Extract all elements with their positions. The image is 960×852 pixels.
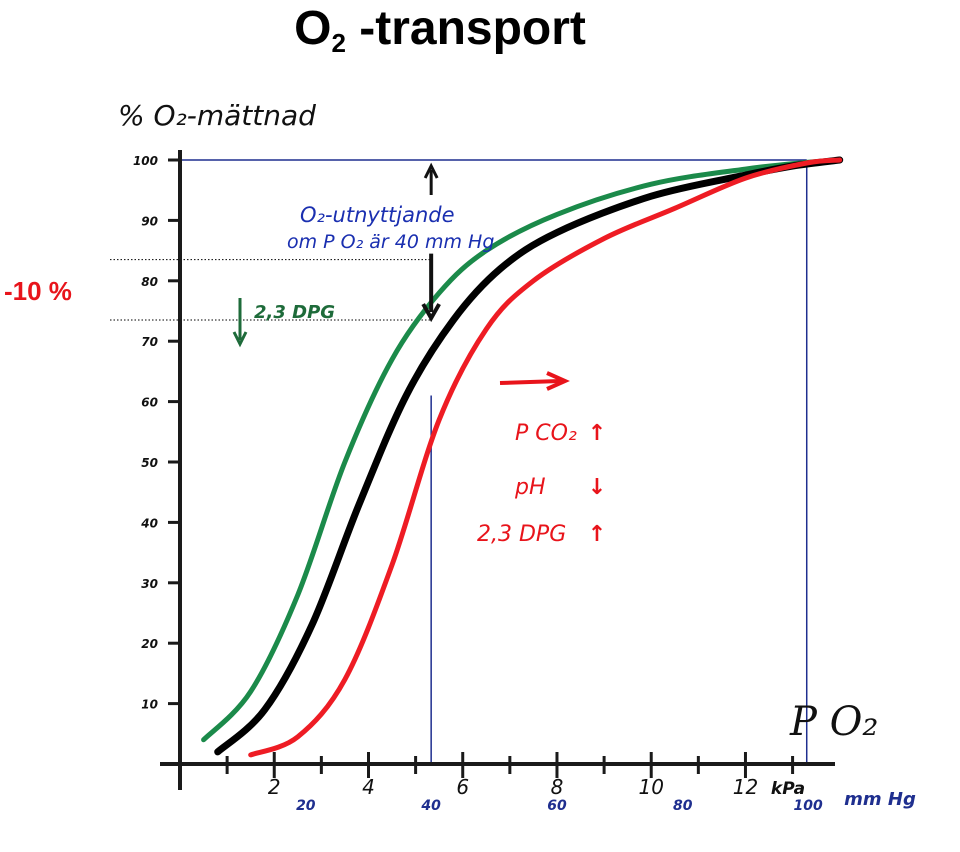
y-tick-label: 40 (140, 516, 158, 530)
right-shift-direction: ↓ (588, 475, 606, 500)
right-shift-factor: P CO₂ (515, 421, 577, 446)
x-tick-label-mmhg: 40 (420, 798, 441, 814)
right-shift-arrow-head (546, 371, 570, 391)
x-tick-label-kpa: 10 (638, 775, 663, 799)
y-tick-label: 70 (141, 335, 158, 349)
x-tick-label-kpa: 6 (456, 775, 469, 799)
utilization-label-line1: O₂-utnyttjande (300, 203, 455, 227)
x-tick-label-mmhg: 20 (296, 798, 316, 814)
x-tick-label-kpa: 12 (733, 775, 758, 799)
x-tick-label-kpa: 8 (551, 775, 564, 799)
x-tick-label-mmhg: 80 (673, 798, 693, 814)
dpg-down-arrow-head (232, 331, 248, 348)
x-axis-label: P O₂ (789, 699, 878, 745)
y-tick-label: 20 (141, 637, 158, 651)
right-shift-direction: ↑ (588, 421, 606, 446)
x-tick-label-mmhg: 100 (794, 798, 823, 814)
y-tick-label: 100 (133, 154, 158, 168)
utilization-arrow-head (421, 303, 441, 323)
x-tick-label-mmhg: 60 (547, 798, 567, 814)
y-tick-label: 30 (141, 577, 158, 591)
right-shift-factor: pH (514, 475, 546, 500)
y-tick-label: 50 (141, 456, 158, 470)
right-shift-factor: 2,3 DPG (477, 522, 566, 547)
x-unit-mmhg: mm Hg (844, 789, 916, 810)
page-title: O2 -transport (294, 2, 586, 58)
dpg-label: 2,3 DPG (254, 302, 335, 323)
reduction-label: -10 % (4, 276, 72, 306)
y-tick-label: 60 (141, 396, 158, 410)
y-tick-label: 10 (141, 698, 158, 712)
right-shift-arrow-shaft (499, 379, 561, 385)
curve-green (201, 157, 843, 743)
utilization-label-line2: om P O₂ är 40 mm Hg (287, 231, 494, 253)
curve-red (248, 157, 843, 758)
x-tick-label-kpa: 2 (268, 775, 281, 799)
x-tick-label-kpa: 4 (362, 775, 375, 799)
y-axis-label: % O₂-mättnad (118, 99, 316, 132)
y-tick-label: 90 (141, 214, 158, 228)
y-tick-label: 80 (141, 275, 158, 289)
x-unit-kpa: kPa (771, 779, 805, 799)
up-arrow-head (423, 162, 439, 179)
curve-black (214, 156, 844, 756)
right-shift-direction: ↑ (588, 522, 606, 547)
